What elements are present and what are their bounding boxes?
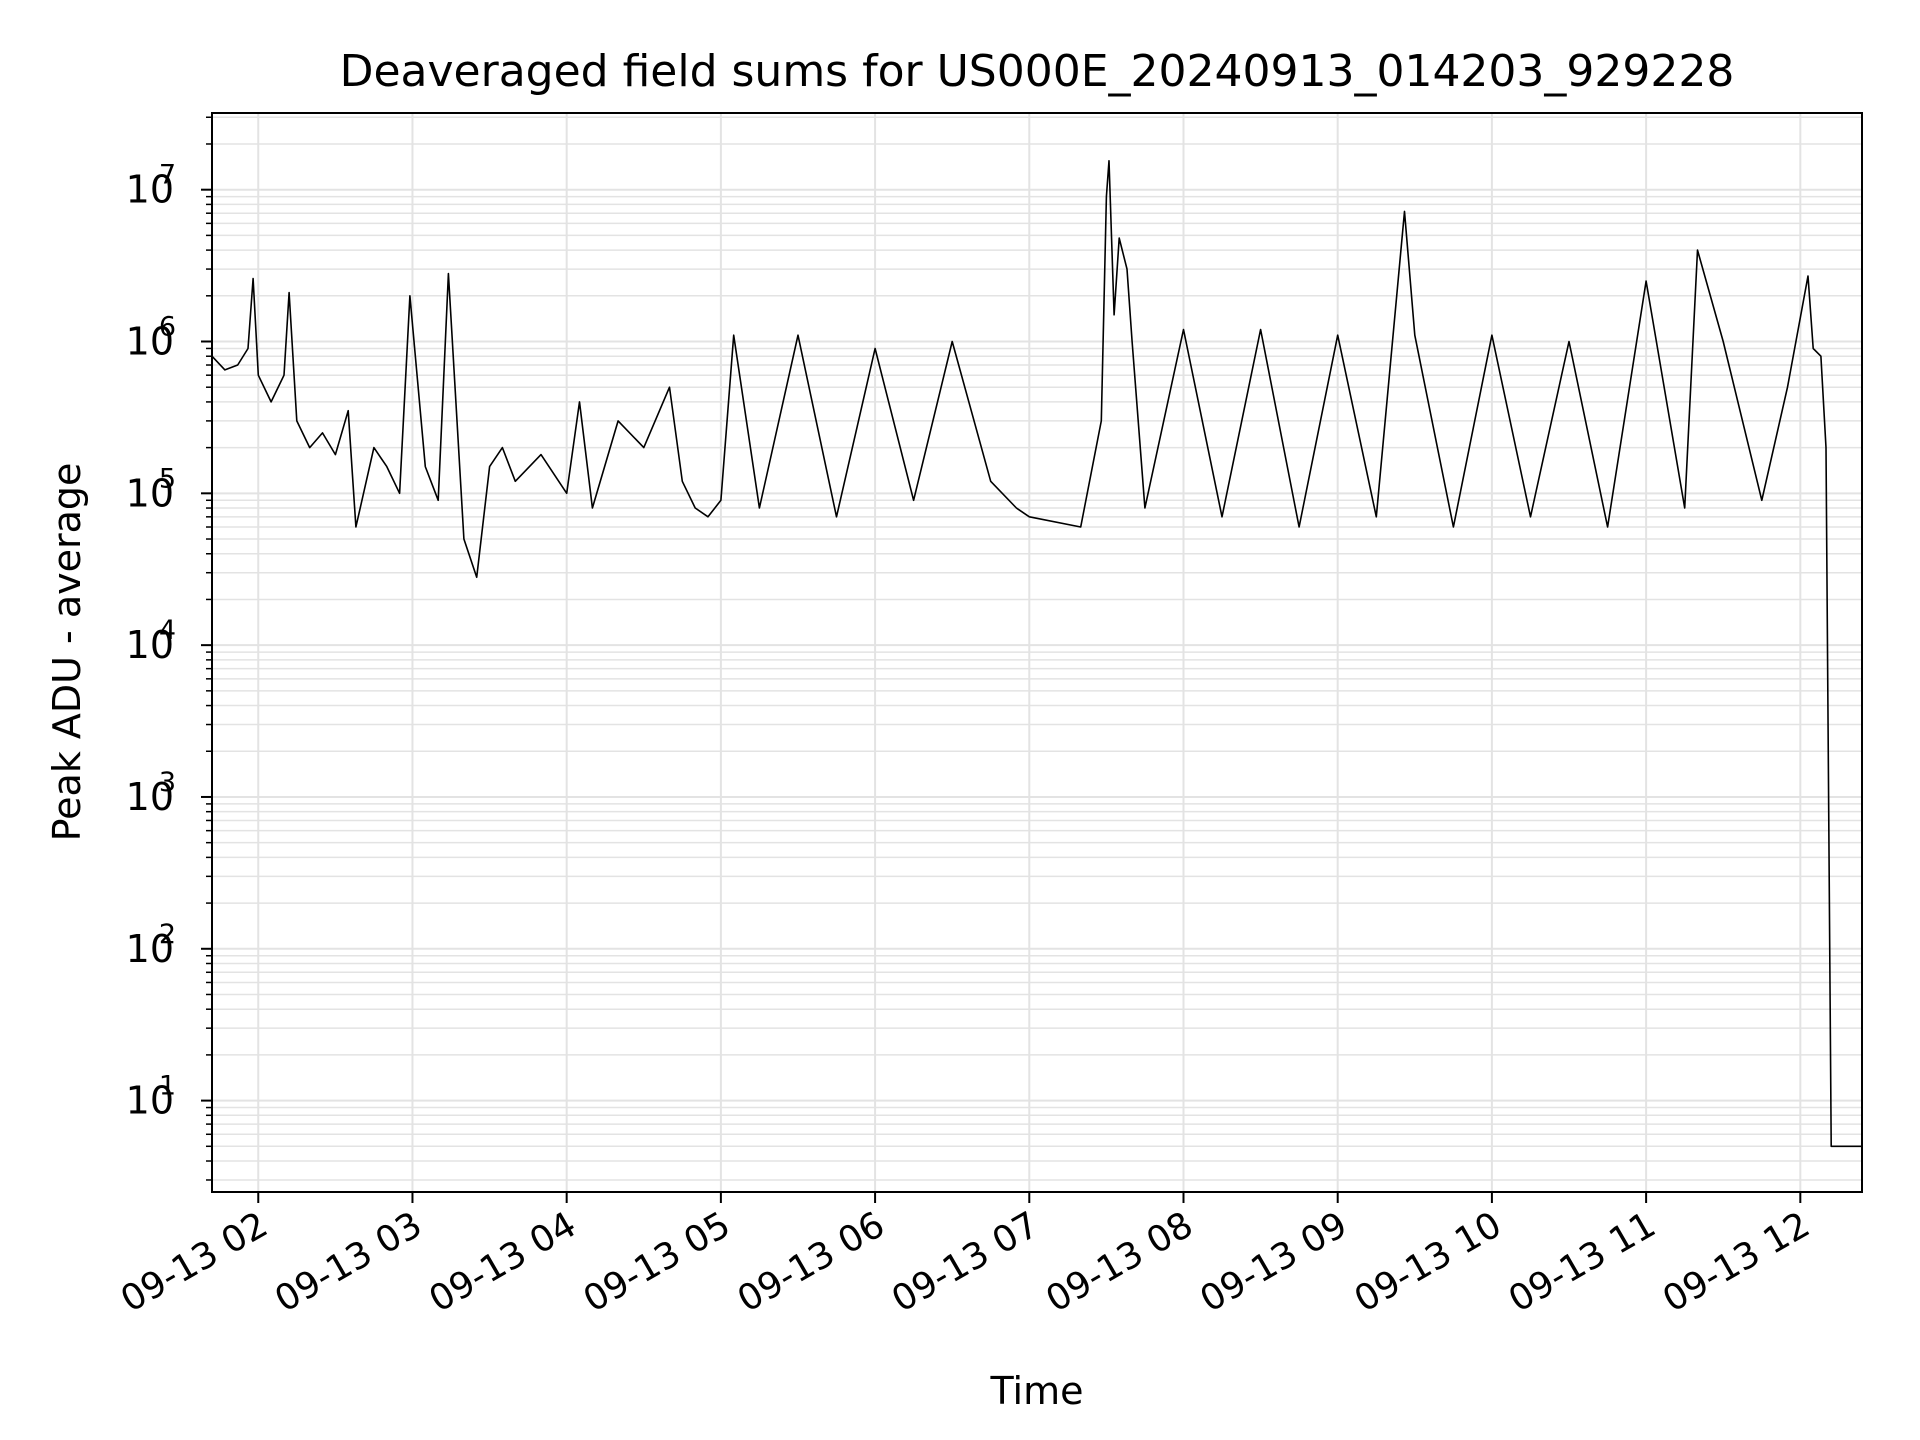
y-tick-label: 10 — [126, 320, 174, 364]
y-tick-label-exponent: 6 — [159, 312, 176, 343]
x-axis-label: Time — [990, 1369, 1084, 1413]
y-tick-label-exponent: 4 — [159, 615, 176, 646]
y-tick-label: 10 — [126, 623, 174, 667]
y-tick-label-exponent: 3 — [159, 767, 176, 798]
grid-layer — [212, 113, 1862, 1192]
y-tick-label-exponent: 5 — [159, 463, 176, 494]
y-tick-label: 10 — [126, 471, 174, 515]
y-tick-label: 10 — [126, 927, 174, 971]
series-layer — [211, 160, 1862, 1148]
y-axis-label: Peak ADU - average — [45, 463, 89, 842]
y-tick-label: 10 — [126, 775, 174, 819]
y-tick-label: 10 — [126, 1079, 174, 1123]
y-tick-label-exponent: 2 — [159, 919, 176, 950]
y-tick-label: 10 — [126, 168, 174, 212]
y-tick-label-exponent: 1 — [159, 1071, 176, 1102]
chart-title: Deaveraged field sums for US000E_2024091… — [340, 46, 1735, 97]
y-tick-label-exponent: 7 — [159, 160, 176, 191]
series-line — [211, 160, 1862, 1148]
